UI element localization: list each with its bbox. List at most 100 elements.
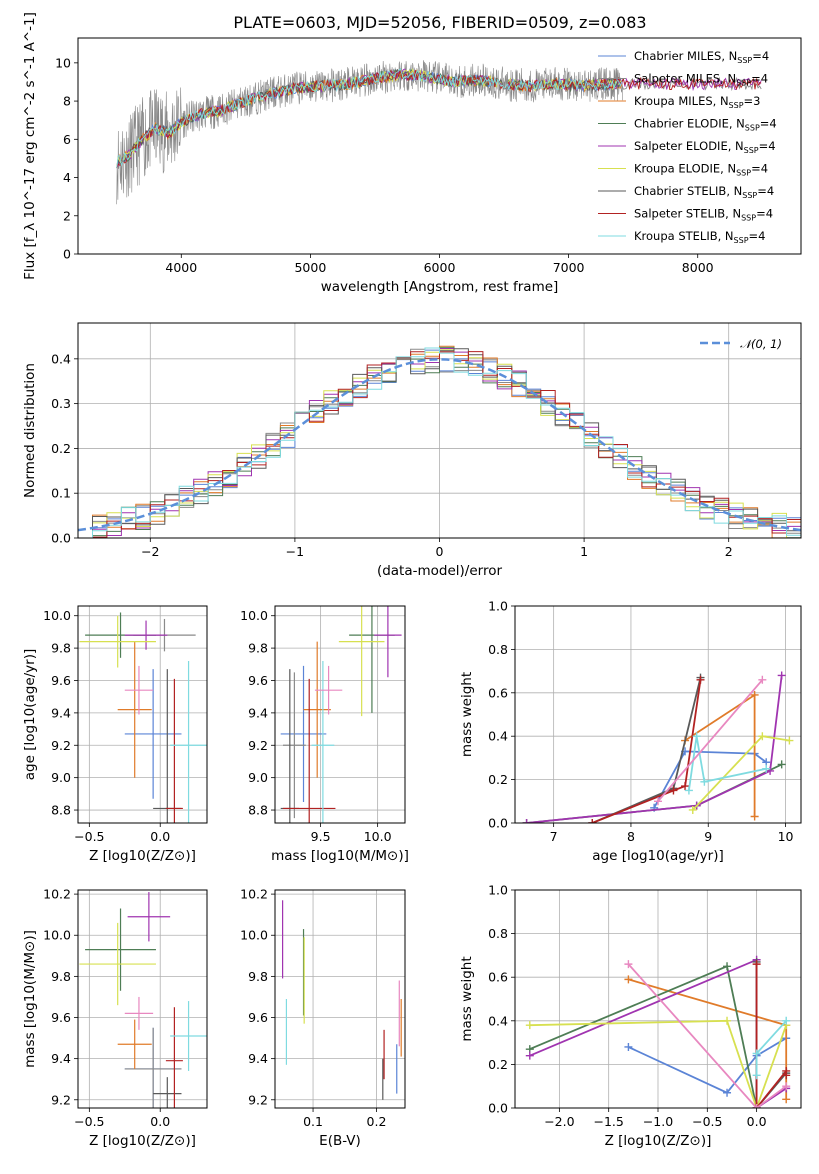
y-tick-label: 8.8 bbox=[248, 803, 268, 818]
panel-mass_vs_EBV: 0.1 0.2 9.2 9.4 9.6 9.8 10.0 10.2 E(B-V) bbox=[240, 887, 406, 1149]
data-point bbox=[692, 732, 701, 741]
x-tick-label: 7000 bbox=[553, 260, 585, 275]
x-axis-label: Z [log10(Z/Z⊙)] bbox=[89, 848, 196, 864]
y-tick-label: 1.0 bbox=[488, 883, 508, 898]
y-tick-label: 0.8 bbox=[488, 926, 508, 941]
y-tick-label: 10.0 bbox=[240, 608, 268, 623]
data-point bbox=[723, 1088, 732, 1097]
axes-frame bbox=[274, 605, 406, 824]
y-tick-label: 9.6 bbox=[51, 1010, 71, 1025]
grid-lines bbox=[275, 890, 405, 1108]
y-tick-label: 0.0 bbox=[488, 816, 508, 831]
data-point bbox=[700, 777, 709, 786]
legend: 𝒩(0, 1) bbox=[700, 337, 782, 351]
legend-label: Kroupa ELODIE, NSSP=4 bbox=[634, 162, 768, 178]
data-point bbox=[762, 764, 771, 773]
y-axis-label: mass weight bbox=[459, 672, 475, 757]
x-tick-label: 0.2 bbox=[367, 1114, 387, 1129]
data-point bbox=[522, 819, 531, 823]
legend-label: Salpeter ELODIE, NSSP=4 bbox=[634, 139, 776, 155]
data-point bbox=[777, 671, 786, 680]
ticks: −2 −1 0 1 2 0.0 0.1 0.2 0.3 0.4 bbox=[51, 351, 733, 559]
data-point bbox=[782, 1071, 791, 1080]
y-tick-label: 9.4 bbox=[51, 1051, 71, 1066]
x-tick-label: 1 bbox=[580, 544, 588, 559]
y-tick-label: 9.4 bbox=[51, 705, 71, 720]
x-axis-label: wavelength [Angstrom, rest frame] bbox=[321, 279, 559, 295]
x-tick-label: 0 bbox=[436, 544, 444, 559]
y-tick-label: 9.8 bbox=[51, 969, 71, 984]
y-tick-label: 9.8 bbox=[51, 641, 71, 656]
x-tick-label: 7 bbox=[550, 829, 558, 844]
y-tick-label: 10.0 bbox=[240, 928, 268, 943]
panel-residual_hist: −2 −1 0 1 2 0.0 0.1 0.2 0.3 0.4 (data-model)/error… bbox=[22, 322, 802, 579]
x-tick-label: 0.0 bbox=[150, 829, 170, 844]
ticks: −0.5 0.0 9.2 9.4 9.6 9.8 10.0 10.2 bbox=[43, 887, 170, 1129]
y-tick-label: 1.0 bbox=[488, 599, 508, 614]
y-tick-label: 0.0 bbox=[488, 1101, 508, 1116]
x-axis-label: (data-model)/error bbox=[377, 563, 503, 579]
x-tick-label: −0.5 bbox=[74, 829, 104, 844]
ticks: 9.5 10.0 8.8 9.0 9.2 9.4 9.6 9.8 10.0 bbox=[240, 608, 391, 844]
x-axis-label: E(B-V) bbox=[319, 1133, 361, 1149]
data-point bbox=[782, 1095, 791, 1104]
plot-area bbox=[522, 671, 794, 823]
legend-label: Chabrier ELODIE, NSSP=4 bbox=[634, 117, 777, 133]
y-tick-label: 10.2 bbox=[43, 887, 71, 902]
y-tick-label: 9.2 bbox=[248, 1092, 268, 1107]
plot-area bbox=[79, 612, 207, 823]
y-tick-label: 0.2 bbox=[488, 1057, 508, 1072]
legend-label: Chabrier MILES, NSSP=4 bbox=[634, 49, 769, 65]
panel-spectrum: 4000 5000 6000 7000 8000 0 2 4 6 8 10 wavelength [A… bbox=[22, 12, 802, 295]
panel-mass_vs_Z: −0.5 0.0 9.2 9.4 9.6 9.8 10.0 10.2 Z [log10(Z/Z⊙… bbox=[22, 887, 208, 1149]
y-axis-label: mass [log10(M/M⊙)] bbox=[22, 930, 38, 1068]
data-point bbox=[723, 1016, 732, 1025]
y-tick-label: 0 bbox=[63, 247, 71, 262]
panel-age_vs_Z: −0.5 0.0 8.8 9.0 9.2 9.4 9.6 9.8 10.0 Z [log10(Z/… bbox=[22, 605, 208, 864]
x-tick-label: −2.0 bbox=[544, 1114, 574, 1129]
ticks: 0.1 0.2 9.2 9.4 9.6 9.8 10.0 10.2 bbox=[240, 887, 386, 1129]
data-point bbox=[758, 732, 767, 741]
data-point bbox=[624, 1042, 633, 1051]
data-spectrum-line bbox=[116, 60, 623, 205]
x-tick-label: 0.1 bbox=[303, 1114, 323, 1129]
grid-lines bbox=[78, 606, 207, 823]
legend-label: Kroupa MILES, NSSP=3 bbox=[634, 94, 760, 110]
panel-weight_vs_age: 7 8 9 10 0.0 0.2 0.4 0.6 0.8 1.0 age [log10(age/yr… bbox=[459, 599, 802, 864]
y-tick-label: 9.8 bbox=[248, 969, 268, 984]
y-tick-label: 6 bbox=[63, 132, 71, 147]
data-point bbox=[669, 786, 678, 795]
y-tick-label: 4 bbox=[63, 170, 71, 185]
series-line bbox=[657, 679, 764, 802]
hist-step bbox=[78, 351, 801, 538]
data-point bbox=[525, 1051, 534, 1060]
data-point bbox=[752, 1049, 761, 1058]
plot-area bbox=[116, 60, 762, 205]
x-tick-label: −1 bbox=[286, 544, 304, 559]
y-tick-label: 0.4 bbox=[488, 729, 508, 744]
y-tick-label: 0.0 bbox=[51, 531, 71, 546]
data-point bbox=[588, 819, 597, 823]
y-tick-label: 0.6 bbox=[488, 685, 508, 700]
axes-frame bbox=[77, 889, 208, 1109]
grid-lines bbox=[515, 605, 801, 824]
plot-area bbox=[79, 892, 207, 1108]
panel-age_vs_mass: 9.5 10.0 8.8 9.0 9.2 9.4 9.6 9.8 10.0 mass [log10… bbox=[240, 605, 409, 864]
x-axis-label: age [log10(age/yr)] bbox=[592, 848, 724, 864]
data-point bbox=[782, 1016, 791, 1025]
y-tick-label: 9.2 bbox=[51, 1092, 71, 1107]
x-tick-label: −2 bbox=[141, 544, 159, 559]
data-point bbox=[684, 786, 693, 795]
y-tick-label: 0.2 bbox=[51, 441, 71, 456]
x-tick-label: −0.5 bbox=[74, 1114, 104, 1129]
y-tick-label: 10.0 bbox=[43, 608, 71, 623]
legend-label: Salpeter STELIB, NSSP=4 bbox=[634, 207, 773, 223]
y-tick-label: 9.6 bbox=[248, 1010, 268, 1025]
series-line bbox=[591, 679, 702, 823]
y-tick-label: 0.4 bbox=[488, 1013, 508, 1028]
y-tick-label: 0.2 bbox=[488, 772, 508, 787]
y-tick-label: 9.6 bbox=[51, 673, 71, 688]
x-tick-label: 2 bbox=[725, 544, 733, 559]
axes-frame bbox=[514, 889, 802, 1109]
y-axis-label: mass weight bbox=[459, 956, 475, 1041]
